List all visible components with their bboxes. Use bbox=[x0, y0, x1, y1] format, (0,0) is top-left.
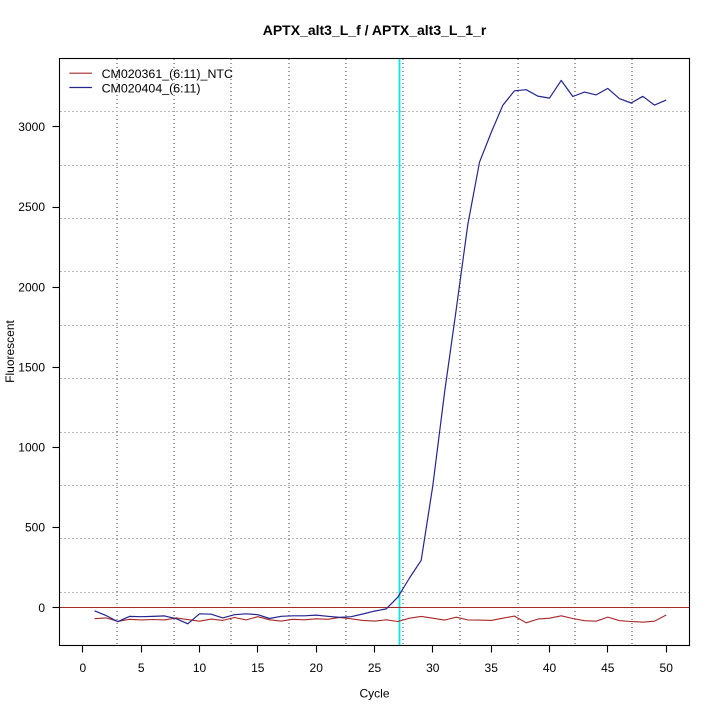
svg-text:500: 500 bbox=[25, 521, 45, 535]
svg-text:2500: 2500 bbox=[18, 200, 45, 214]
svg-text:APTX_alt3_L_f / APTX_alt3_L_1_: APTX_alt3_L_f / APTX_alt3_L_1_r bbox=[263, 22, 487, 38]
svg-text:35: 35 bbox=[485, 661, 499, 675]
svg-text:Cycle: Cycle bbox=[359, 687, 389, 701]
svg-text:0: 0 bbox=[79, 661, 86, 675]
svg-text:1500: 1500 bbox=[18, 360, 45, 374]
svg-text:5: 5 bbox=[138, 661, 145, 675]
svg-text:15: 15 bbox=[251, 661, 265, 675]
svg-text:50: 50 bbox=[660, 661, 674, 675]
svg-text:40: 40 bbox=[543, 661, 557, 675]
svg-text:30: 30 bbox=[426, 661, 440, 675]
svg-text:45: 45 bbox=[601, 661, 615, 675]
svg-text:3000: 3000 bbox=[18, 120, 45, 134]
svg-text:2000: 2000 bbox=[18, 280, 45, 294]
svg-text:20: 20 bbox=[310, 661, 324, 675]
svg-text:CM020404_(6:11): CM020404_(6:11) bbox=[102, 81, 201, 95]
svg-text:0: 0 bbox=[38, 601, 45, 615]
svg-text:CM020361_(6:11)_NTC: CM020361_(6:11)_NTC bbox=[102, 67, 233, 81]
svg-text:10: 10 bbox=[193, 661, 207, 675]
svg-text:Fluorescent: Fluorescent bbox=[3, 319, 17, 382]
svg-text:25: 25 bbox=[368, 661, 382, 675]
svg-text:1000: 1000 bbox=[18, 441, 45, 455]
